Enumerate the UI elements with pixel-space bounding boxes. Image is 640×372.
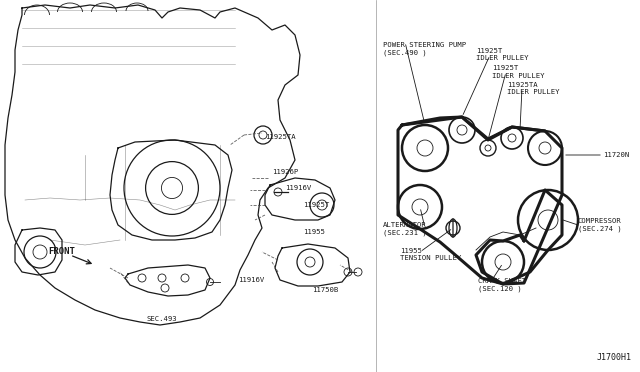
Text: 11925T
IDLER PULLEY: 11925T IDLER PULLEY xyxy=(492,65,545,78)
Text: SEC.493: SEC.493 xyxy=(147,316,177,322)
Text: 11916V: 11916V xyxy=(285,185,311,191)
Text: 11925TA
IDLER PULLEY: 11925TA IDLER PULLEY xyxy=(507,82,559,96)
Text: 11720N: 11720N xyxy=(603,152,629,158)
Text: COMPRESSOR
(SEC.274 ): COMPRESSOR (SEC.274 ) xyxy=(578,218,621,232)
Text: 11955
TENSION PULLEY: 11955 TENSION PULLEY xyxy=(400,248,461,262)
Text: 11916V: 11916V xyxy=(238,277,264,283)
Text: J1700H1: J1700H1 xyxy=(597,353,632,362)
Text: POWER STEERING PUMP
(SEC.490 ): POWER STEERING PUMP (SEC.490 ) xyxy=(383,42,466,56)
Text: FRONT: FRONT xyxy=(48,247,75,257)
Text: 11926P: 11926P xyxy=(272,169,298,175)
Text: 11925T: 11925T xyxy=(303,202,329,208)
Text: 11955: 11955 xyxy=(303,229,325,235)
Text: 11750B: 11750B xyxy=(312,287,339,293)
Text: ALTERNATOR
(SEC.231 ): ALTERNATOR (SEC.231 ) xyxy=(383,222,427,236)
Text: CRANK SHAFT
(SEC.120 ): CRANK SHAFT (SEC.120 ) xyxy=(478,278,526,292)
Text: 11925TA: 11925TA xyxy=(265,134,296,140)
Text: 11925T
IDLER PULLEY: 11925T IDLER PULLEY xyxy=(476,48,529,61)
